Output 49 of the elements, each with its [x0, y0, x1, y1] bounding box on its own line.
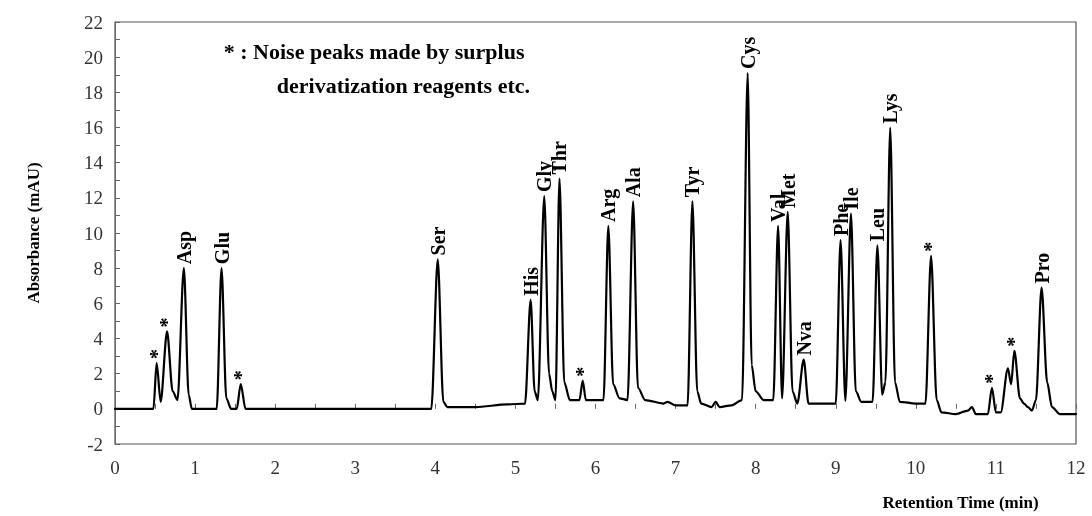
x-tick-label: 8: [750, 457, 761, 478]
y-tick-label: 12: [84, 187, 103, 209]
y-tick-label: -2: [87, 433, 103, 455]
annotation: His: [519, 266, 542, 296]
annotation: Tyr: [681, 166, 705, 198]
x-tick-label: 9: [831, 457, 841, 478]
y-tick-label: 22: [84, 11, 103, 33]
y-tick-label: 4: [93, 328, 104, 349]
annotation: *: [229, 370, 252, 381]
y-tick-label: 10: [84, 222, 103, 244]
annotation: Asp: [172, 230, 196, 265]
x-tick-label: 1: [190, 457, 200, 478]
x-tick-label: 7: [670, 457, 681, 478]
annotation: *: [980, 373, 1003, 384]
y-tick-label: 18: [84, 81, 103, 103]
annotation: *: [156, 317, 179, 328]
x-tick-label: 3: [350, 457, 360, 478]
x-tick-label: 0: [110, 457, 120, 478]
x-tick-label: 2: [270, 457, 280, 478]
annotation: *: [1003, 336, 1026, 347]
y-axis-title: Absorbance (mAU): [24, 162, 43, 304]
annotation: Leu: [866, 207, 889, 242]
y-tick-label: 8: [93, 257, 103, 279]
x-axis-title: Retention Time (min): [882, 493, 1039, 512]
annotation: *: [571, 366, 594, 377]
y-tick-label: 2: [93, 363, 103, 385]
annotation: Cys: [736, 36, 760, 69]
x-tick-label: 6: [590, 457, 601, 478]
y-tick-label: 6: [93, 292, 103, 314]
annotation: * : Noise peaks made by surplus derivatization reagents etc.: [223, 38, 530, 98]
annotation: Glu: [210, 231, 233, 265]
x-tick-label: 10: [906, 457, 926, 478]
x-tick-label: 12: [1066, 457, 1086, 478]
annotation: Arg: [597, 188, 621, 222]
annotation: Pro: [1030, 252, 1053, 284]
annotation: Lys: [879, 93, 903, 124]
annotation: Ser: [426, 226, 449, 256]
annotation: Ala: [622, 167, 645, 198]
line-series: [113, 71, 1078, 416]
x-tick-label: 11: [986, 457, 1006, 478]
y-tick-label: 16: [84, 117, 103, 138]
y-tick-label: 20: [84, 46, 103, 68]
annotation: Nva: [792, 321, 815, 356]
annotation: *: [145, 349, 168, 360]
x-tick-label: 4: [430, 457, 441, 478]
y-tick-label: 0: [93, 398, 103, 420]
x-tick-label: 5: [510, 457, 521, 478]
annotation: *: [920, 241, 943, 252]
y-tick-label: 14: [84, 152, 104, 174]
